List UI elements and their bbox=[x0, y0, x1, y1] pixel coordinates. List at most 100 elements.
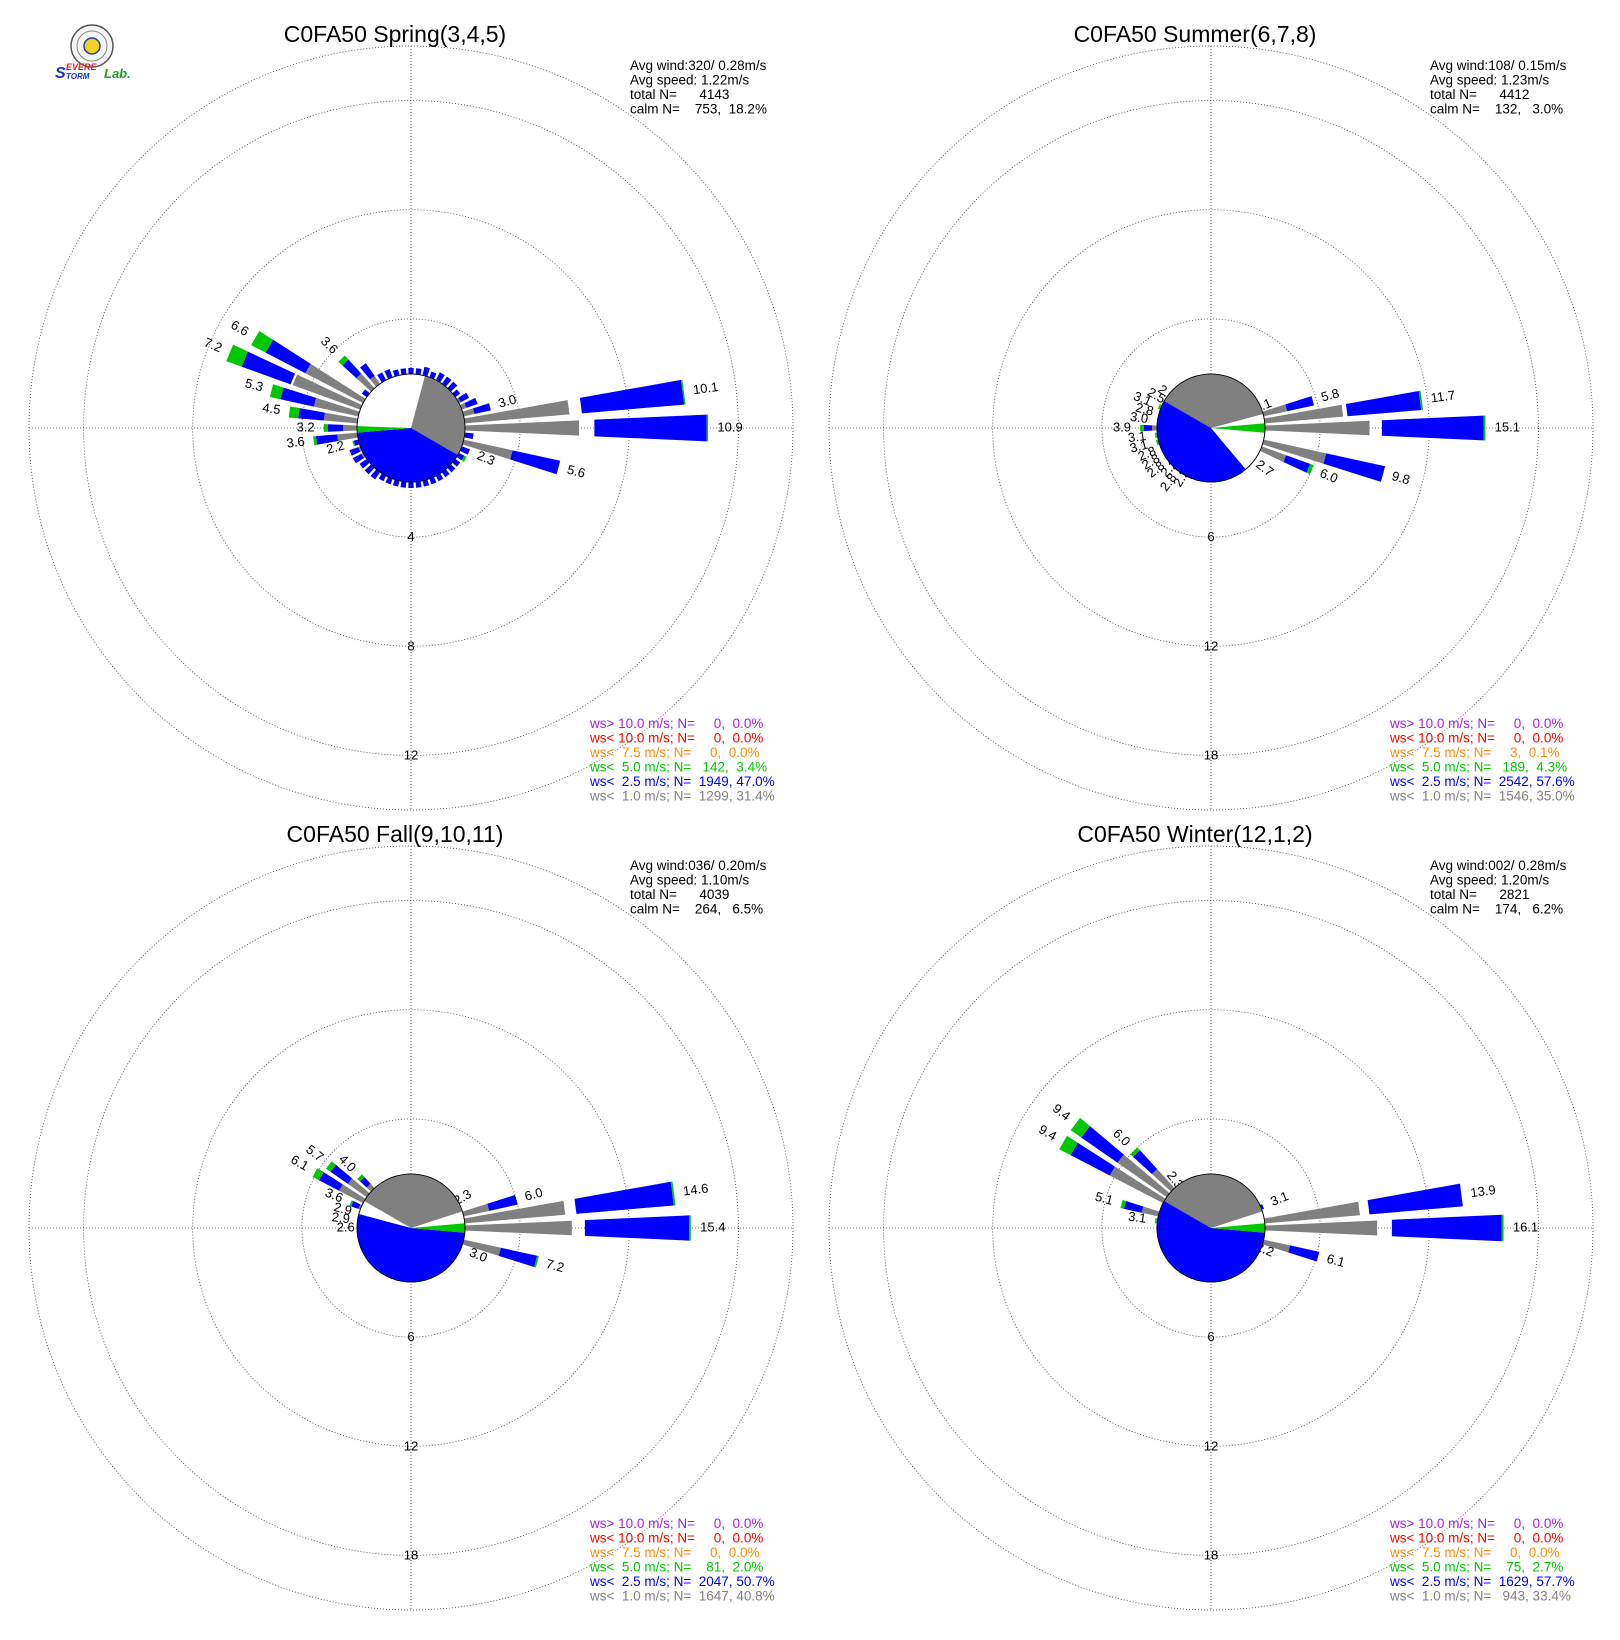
wind-bar-green-segment bbox=[1483, 415, 1486, 441]
legend-entry: ws< 2.5 m/s; N= 1629, 57.7% bbox=[1389, 1574, 1575, 1589]
calm-pie-slice bbox=[1211, 1223, 1265, 1233]
bar-value-label: 3.6 bbox=[318, 333, 341, 356]
wind-bar-calm-segment bbox=[464, 420, 580, 436]
wind-bar-blue-segment bbox=[265, 339, 311, 374]
wind-bar: 2.8 bbox=[1136, 443, 1165, 464]
calm-pie-outline bbox=[356, 1173, 466, 1283]
wind-bar-green-segment bbox=[461, 455, 467, 462]
wind-bar: 11.7 bbox=[1264, 387, 1456, 424]
bar-value-label: 3.6 bbox=[323, 1185, 345, 1206]
wind-bar: 2.9 bbox=[331, 1209, 360, 1226]
calm-pie-slice bbox=[1157, 401, 1246, 483]
wind-bar-calm-segment bbox=[464, 1220, 572, 1236]
svg-text:S: S bbox=[55, 65, 66, 82]
outer-circle bbox=[28, 845, 794, 1611]
wind-bar-blue-segment bbox=[1081, 1126, 1124, 1163]
calm-pie-slice bbox=[411, 1223, 465, 1233]
legend-entry: ws< 5.0 m/s; N= 81, 2.0% bbox=[589, 1560, 763, 1575]
wind-bar-calm-segment bbox=[1151, 1168, 1175, 1192]
wind-rose-panel: 612183.93.02.83.12.52.13.13.12.82.82.82.… bbox=[828, 21, 1594, 811]
wind-bar-calm-segment bbox=[1152, 425, 1158, 431]
wind-bar: 9.4 bbox=[1036, 1122, 1166, 1204]
wind-bar-blue-segment bbox=[594, 414, 707, 442]
wind-bar-green-segment bbox=[1418, 390, 1424, 410]
outer-circle bbox=[828, 845, 1594, 1611]
chart-title: C0FA50 Summer(6,7,8) bbox=[1074, 21, 1317, 47]
wind-bar bbox=[385, 476, 393, 485]
outer-circle bbox=[828, 45, 1594, 811]
wind-bar-green-segment bbox=[338, 355, 349, 366]
wind-bar-blue-segment bbox=[360, 363, 375, 380]
stats-line: calm N= 132, 3.0% bbox=[1430, 102, 1563, 117]
wind-bar-calm-segment bbox=[1262, 439, 1327, 464]
wind-bar: 6.1 bbox=[288, 1152, 366, 1204]
legend-entry: ws< 5.0 m/s; N= 142, 3.4% bbox=[589, 760, 767, 775]
bar-value-label: 3.6 bbox=[286, 434, 306, 451]
bar-value-label: 3.0 bbox=[497, 392, 518, 411]
wind-bar-green-segment bbox=[1120, 1199, 1127, 1209]
wind-bar-calm-segment bbox=[462, 408, 475, 417]
wind-bar: 3.2 bbox=[297, 419, 358, 434]
wind-bar bbox=[400, 368, 407, 375]
wind-bar-blue-segment bbox=[280, 387, 317, 407]
wind-bar-blue-segment bbox=[384, 368, 393, 379]
wind-bar-blue-segment bbox=[1259, 1204, 1265, 1210]
wind-bar-calm-segment bbox=[370, 375, 381, 387]
wind-bar: 13.9 bbox=[1264, 1182, 1497, 1224]
legend-entry: ws< 10.0 m/s; N= 0, 0.0% bbox=[1389, 731, 1563, 746]
wind-bar-green-segment bbox=[352, 440, 356, 447]
wind-bar-calm-segment bbox=[358, 446, 363, 452]
wind-bar: 9.8 bbox=[1262, 439, 1412, 487]
calm-pie-slice bbox=[1164, 373, 1264, 428]
wind-bar-calm-segment bbox=[1264, 1220, 1378, 1236]
wind-bar-calm-segment bbox=[456, 397, 461, 404]
wind-bar-green-segment bbox=[226, 344, 248, 367]
wind-bar-green-segment bbox=[670, 1181, 676, 1206]
wind-bar-blue-segment bbox=[1288, 1245, 1320, 1262]
wind-bar-green-segment bbox=[269, 384, 284, 400]
legend-entry: ws< 7.5 m/s; N= 0, 0.0% bbox=[589, 1545, 760, 1560]
wind-bar-calm-segment bbox=[323, 412, 358, 424]
wind-bar: 5.8 bbox=[1262, 385, 1341, 417]
wind-bar bbox=[422, 366, 430, 377]
calm-pie-slice bbox=[1164, 1174, 1263, 1228]
bar-value-label: 14.6 bbox=[682, 1180, 709, 1198]
wind-bar-blue-segment bbox=[385, 476, 393, 485]
wind-bar-calm-segment bbox=[292, 374, 363, 410]
stats-line: Avg wind:320/ 0.28m/s bbox=[630, 58, 767, 73]
wind-bar-blue-segment bbox=[392, 369, 400, 377]
wind-bar-blue-segment bbox=[359, 459, 370, 469]
ring-label: 12 bbox=[1204, 1438, 1218, 1453]
wind-bar: 2.2 bbox=[325, 438, 360, 457]
wind-bar-blue-segment bbox=[1381, 415, 1484, 441]
bar-value-label: 2.3 bbox=[475, 448, 497, 469]
wind-bar-blue-segment bbox=[460, 446, 471, 455]
bar-value-label: 3.1 bbox=[1127, 1209, 1147, 1226]
wind-bar-calm-segment bbox=[464, 1200, 566, 1224]
wind-bar-calm-segment bbox=[462, 1239, 501, 1256]
legend-entry: ws< 7.5 m/s; N= 0, 0.0% bbox=[589, 745, 760, 760]
wind-bar-blue-segment bbox=[318, 1172, 343, 1191]
wind-bar: 5.6 bbox=[462, 439, 587, 481]
wind-bar bbox=[392, 479, 400, 487]
bar-value-label: 3.0 bbox=[467, 1244, 489, 1265]
wind-bar: 5.3 bbox=[243, 375, 360, 417]
wind-bar-blue-segment bbox=[472, 403, 491, 415]
wind-bar: 7.2 bbox=[202, 335, 363, 410]
wind-bar bbox=[408, 368, 414, 375]
wind-bar-green-segment bbox=[534, 1255, 539, 1268]
ring-label: 12 bbox=[1204, 638, 1218, 653]
wind-bar-blue-segment bbox=[400, 481, 407, 488]
wind-bar-green-segment bbox=[1154, 1218, 1158, 1224]
calm-pie-outline bbox=[1156, 1173, 1266, 1283]
stats-line: Avg speed: 1.20m/s bbox=[1430, 873, 1549, 888]
ring-label: 6 bbox=[1207, 529, 1214, 544]
wind-bar bbox=[408, 481, 414, 488]
legend-entry: ws< 10.0 m/s; N= 0, 0.0% bbox=[589, 1531, 763, 1546]
wind-bar-blue-segment bbox=[422, 479, 430, 487]
wind-bar-calm-segment bbox=[1117, 1154, 1170, 1198]
wind-bar-green-segment bbox=[1070, 1117, 1090, 1138]
wind-bar: 3.6 bbox=[323, 1185, 363, 1210]
wind-bar-calm-segment bbox=[1264, 420, 1370, 436]
